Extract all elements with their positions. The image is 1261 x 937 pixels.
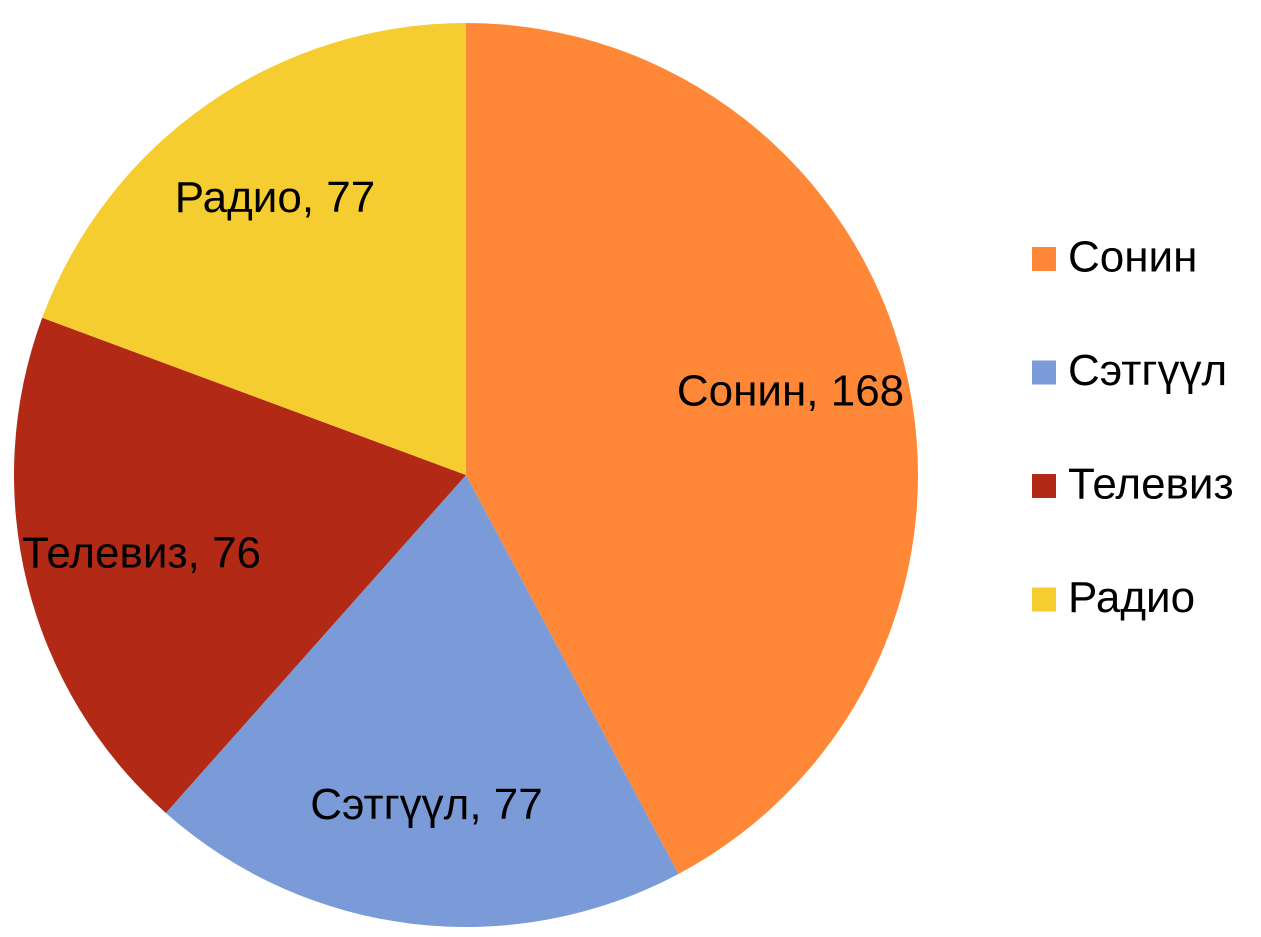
data-label: Телевиз, 76 [22,529,261,578]
legend-label: Телевиз [1068,460,1234,509]
legend-swatch [1032,247,1056,271]
pie-slice [165,475,679,927]
legend-swatch [1032,587,1056,612]
pie-slice [42,23,466,475]
legend-swatch [1032,360,1056,385]
legend-label: Радио [1068,573,1195,622]
legend-swatch [1032,474,1056,498]
data-label: Сэтгүүл, 77 [310,780,543,829]
legend-label: Сонин [1068,233,1197,282]
legend-label: Сэтгүүл [1068,346,1227,395]
pie-slice [466,23,918,874]
data-label: Сонин, 168 [677,367,904,416]
data-label: Радио, 77 [175,173,375,222]
pie-slice [13,317,467,813]
